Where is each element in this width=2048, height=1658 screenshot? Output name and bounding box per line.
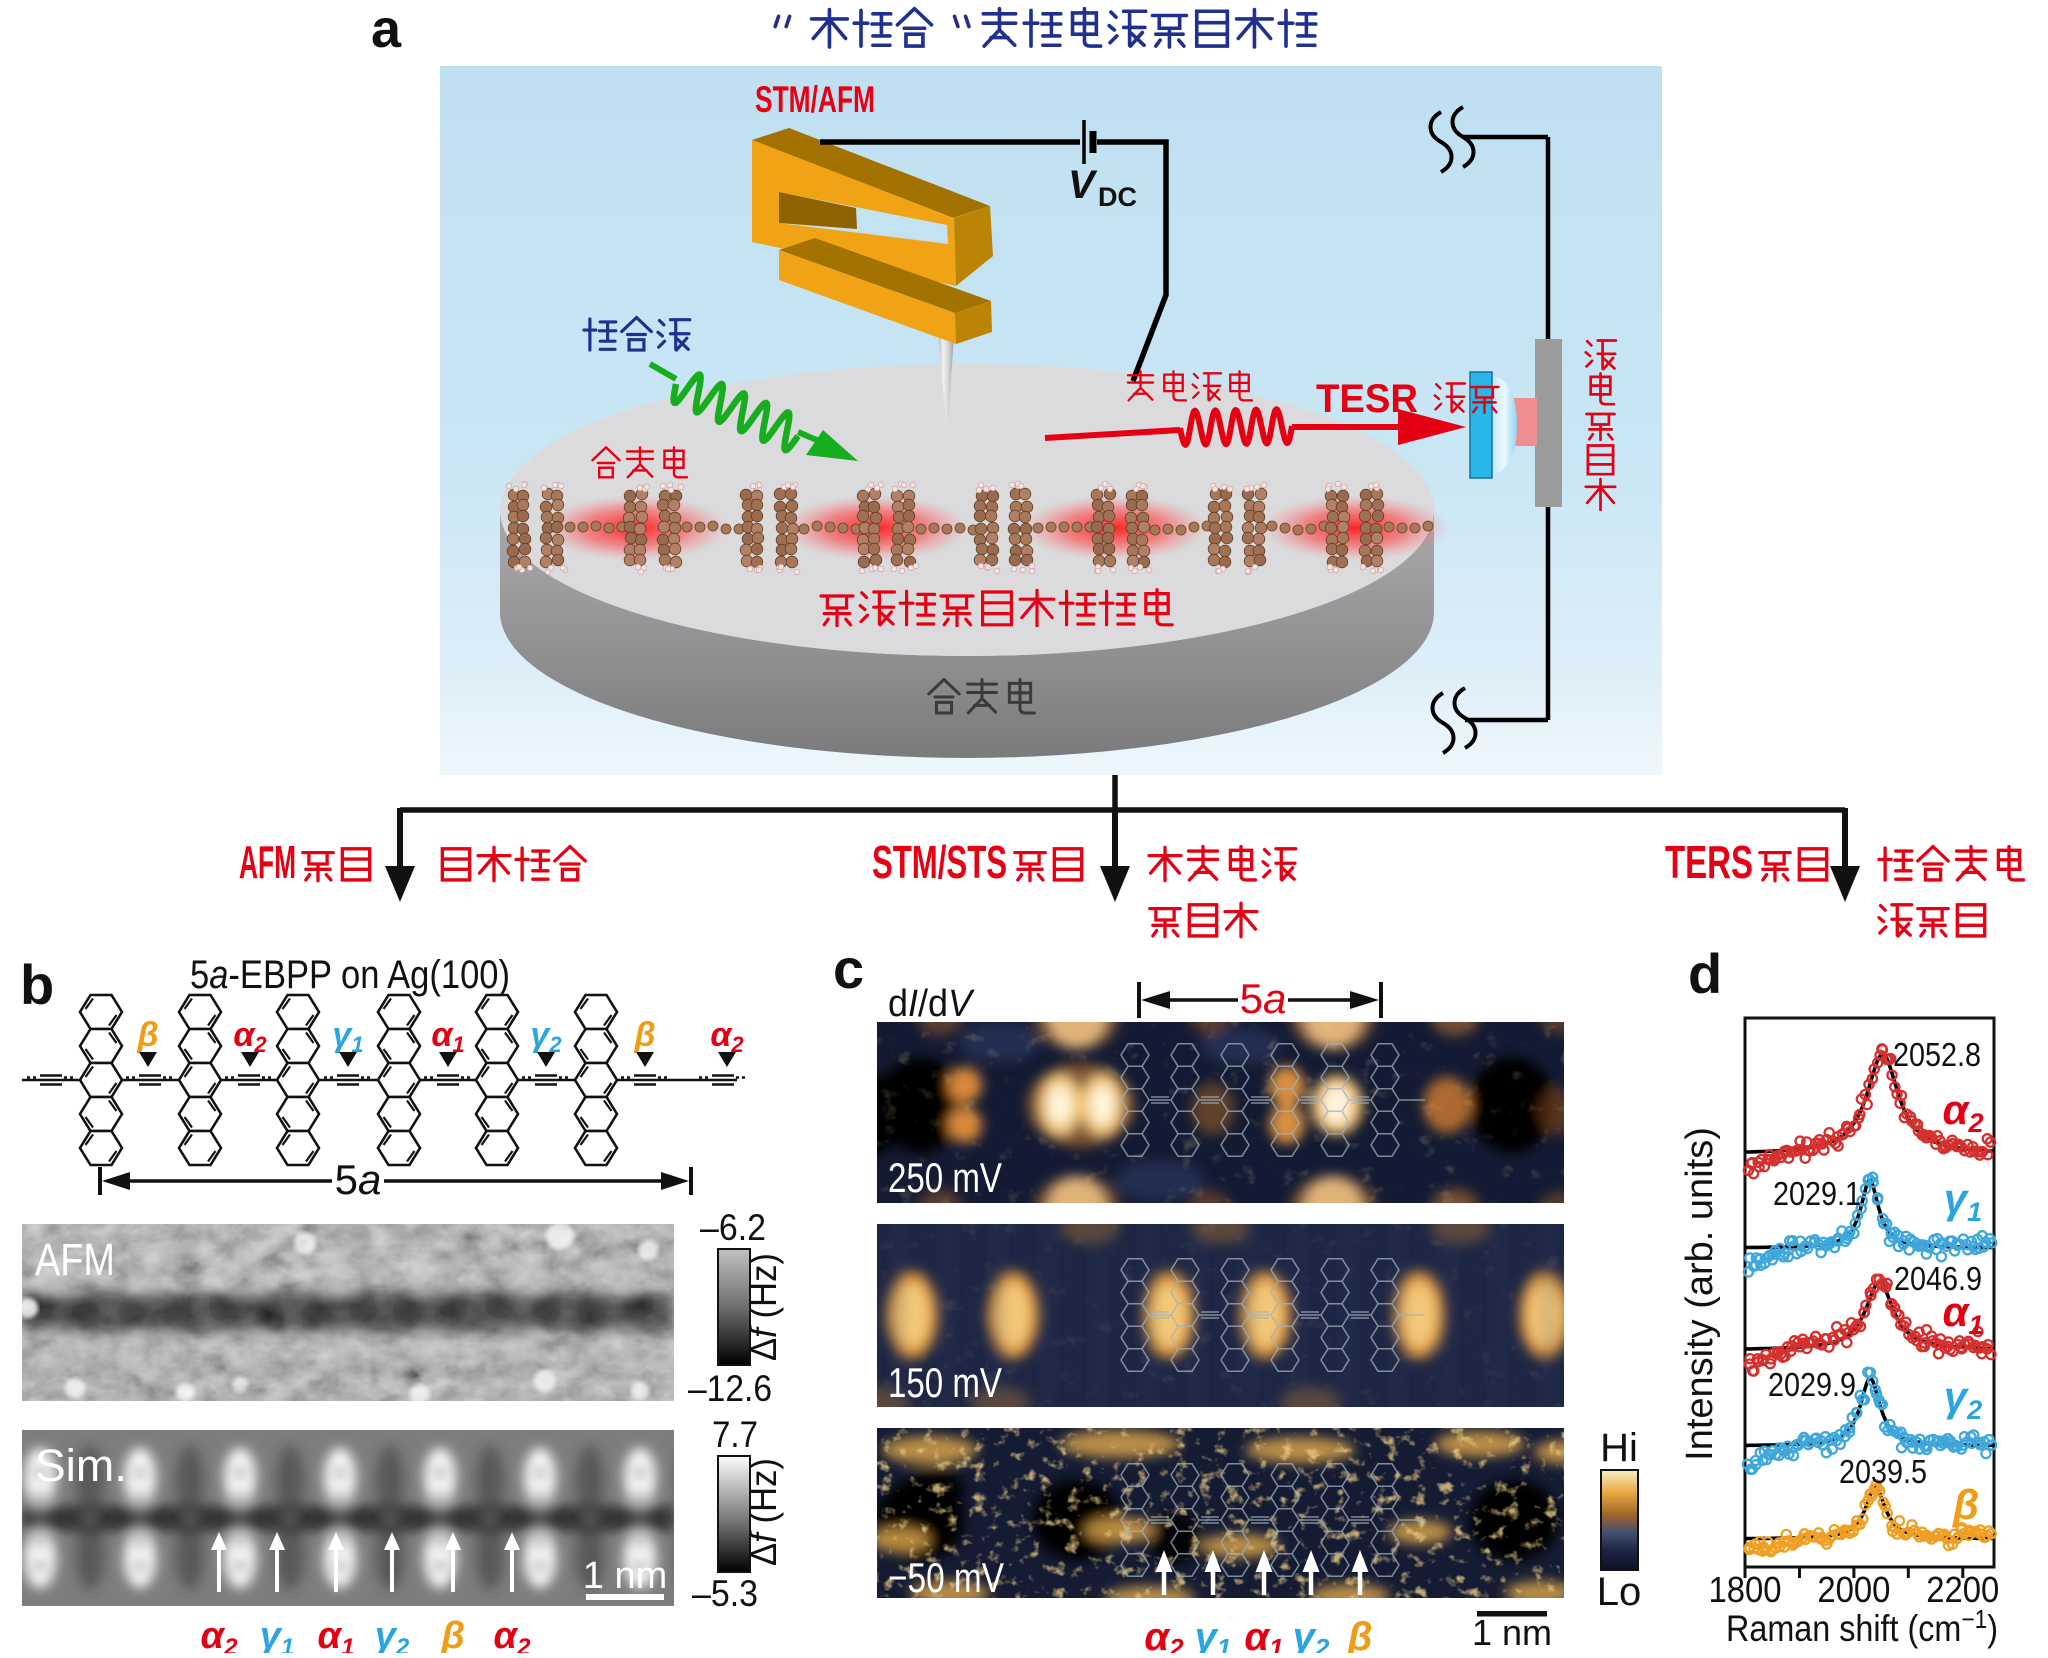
svg-text:γ2: γ2 [1293, 1615, 1330, 1653]
svg-text:γ2: γ2 [375, 1615, 410, 1653]
svg-text:γ2: γ2 [1944, 1373, 1982, 1425]
svg-text:γ1: γ1 [332, 1016, 363, 1057]
svg-text:2029.9: 2029.9 [1768, 1366, 1856, 1403]
svg-text:TERS: TERS [1665, 836, 1753, 888]
svg-text:dI/dV: dI/dV [888, 983, 975, 1025]
svg-text:STM/STS: STM/STS [872, 836, 1007, 888]
svg-text:α2: α2 [1942, 1086, 1983, 1138]
svg-text:AFM: AFM [35, 1234, 115, 1285]
svg-text:Hi: Hi [1600, 1426, 1638, 1470]
svg-text:Raman shift (cm−1): Raman shift (cm−1) [1726, 1604, 1998, 1649]
svg-text:β: β [1347, 1615, 1373, 1653]
svg-text:150 mV: 150 mV [888, 1359, 1002, 1406]
svg-text:β: β [1952, 1481, 1979, 1528]
svg-text:5a: 5a [335, 1156, 382, 1203]
svg-text:V: V [1068, 163, 1098, 207]
svg-text:β: β [633, 1016, 655, 1054]
svg-text:–12.6: –12.6 [688, 1368, 772, 1409]
svg-text:5a: 5a [1240, 975, 1287, 1022]
svg-text:2052.8: 2052.8 [1893, 1036, 1981, 1073]
svg-text:−50 mV: −50 mV [888, 1554, 1004, 1601]
svg-text:Sim.: Sim. [35, 1440, 127, 1491]
svg-text:γ1: γ1 [260, 1615, 295, 1653]
svg-text:c: c [833, 937, 864, 1000]
svg-text:b: b [20, 953, 54, 1016]
svg-text:Lo: Lo [1597, 1570, 1642, 1614]
svg-text:–5.3: –5.3 [692, 1573, 758, 1614]
svg-text:a: a [371, 0, 402, 59]
svg-text:1800: 1800 [1709, 1569, 1782, 1610]
svg-text:–6.2: –6.2 [700, 1207, 766, 1248]
svg-text:α2: α2 [1144, 1615, 1184, 1653]
svg-text:α1: α1 [431, 1016, 464, 1057]
svg-text:d: d [1688, 942, 1722, 1005]
svg-text:5a-EBPP on Ag(100): 5a-EBPP on Ag(100) [190, 953, 510, 997]
svg-text:α2: α2 [710, 1016, 744, 1057]
svg-text:α2: α2 [233, 1016, 267, 1057]
svg-text:2000: 2000 [1817, 1569, 1890, 1610]
svg-text:β: β [440, 1615, 465, 1653]
svg-text:Δf (Hz): Δf (Hz) [743, 1253, 784, 1361]
svg-text:2039.5: 2039.5 [1839, 1453, 1927, 1490]
svg-text:Δf (Hz): Δf (Hz) [743, 1458, 784, 1566]
svg-text:2200: 2200 [1926, 1569, 1999, 1610]
svg-text:β: β [136, 1016, 158, 1054]
svg-text:α2: α2 [494, 1615, 532, 1653]
svg-text:1 nm: 1 nm [1472, 1612, 1552, 1653]
svg-text:2029.1: 2029.1 [1773, 1175, 1861, 1212]
svg-text:AFM: AFM [239, 836, 296, 888]
svg-text:TESR: TESR [1316, 377, 1418, 421]
svg-text:Intensity (arb. units): Intensity (arb. units) [1679, 1127, 1721, 1461]
svg-text:α1: α1 [318, 1615, 355, 1653]
svg-text:7.7: 7.7 [712, 1414, 758, 1455]
svg-text:γ1: γ1 [1195, 1615, 1232, 1653]
svg-text:DC: DC [1098, 182, 1137, 212]
svg-text:γ1: γ1 [1944, 1175, 1982, 1227]
svg-text:1 nm: 1 nm [583, 1555, 667, 1597]
svg-text:α2: α2 [201, 1615, 239, 1653]
svg-text:250 mV: 250 mV [888, 1154, 1002, 1201]
svg-text:2046.9: 2046.9 [1894, 1260, 1982, 1297]
svg-text:STM/AFM: STM/AFM [755, 79, 875, 120]
svg-text:α1: α1 [1244, 1615, 1283, 1653]
svg-text:γ2: γ2 [530, 1016, 562, 1057]
